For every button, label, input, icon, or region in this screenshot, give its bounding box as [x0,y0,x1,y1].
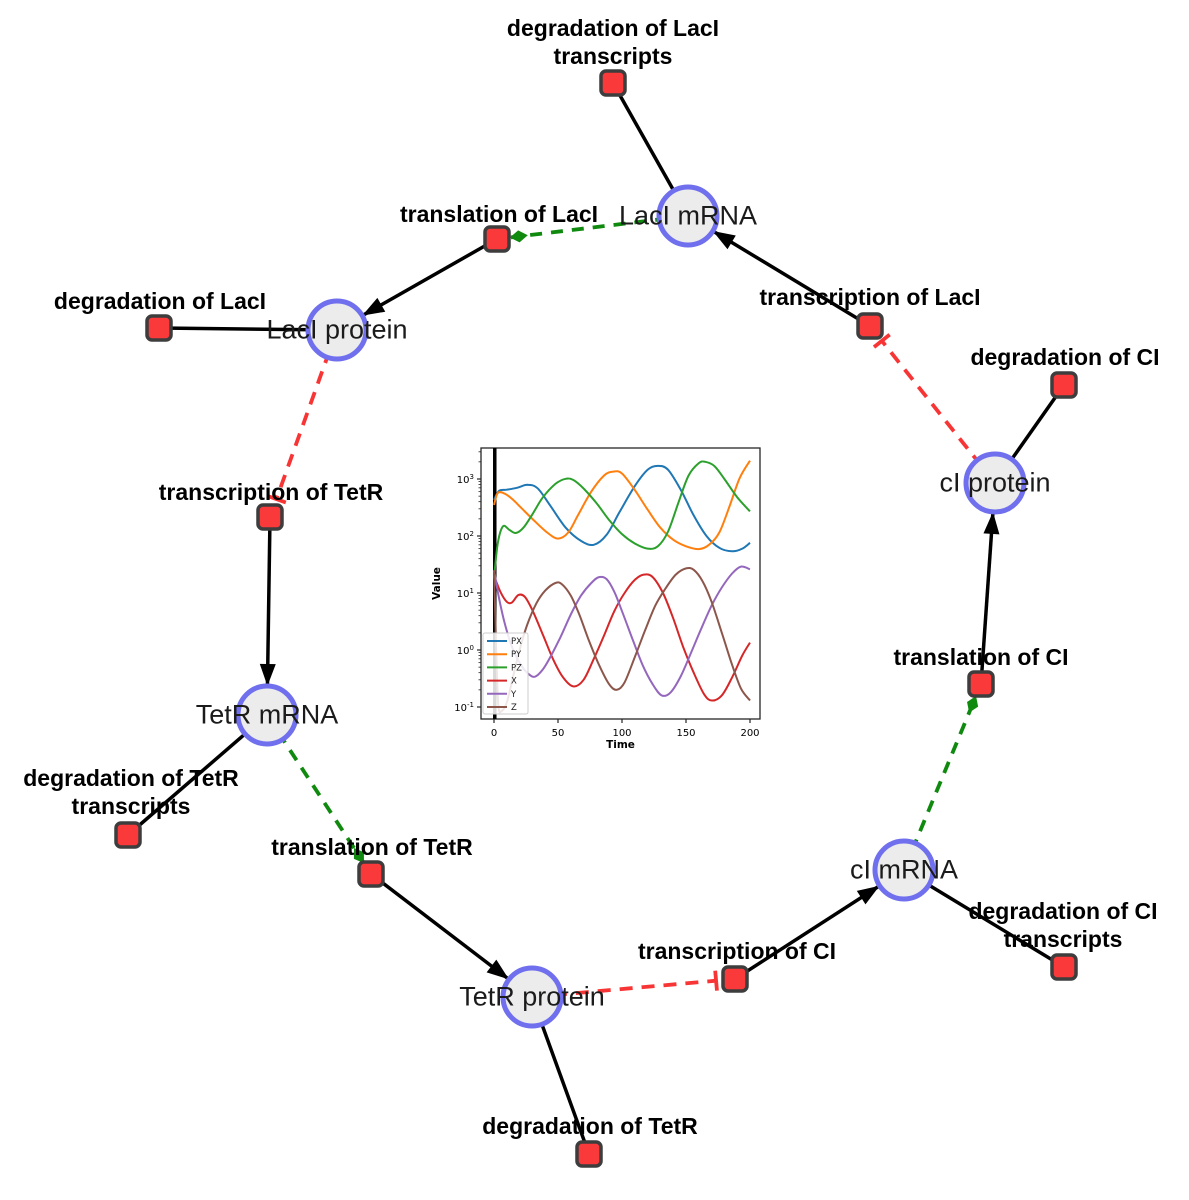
plot-frame [480,447,761,720]
legend-label-X: X [511,677,517,687]
species-node-tetr-protein [500,965,564,1029]
x-tick-label: 50 [552,728,565,739]
plot-legend: PX PY PZ XYZ [482,632,529,715]
reaction-node-deg-tetr [575,1140,603,1168]
reaction-node-deg-laci [145,314,173,342]
reaction-node-translation-tetr [357,860,385,888]
species-node-laci-mrna [656,184,720,248]
reaction-node-deg-laci-transcripts [599,69,627,97]
y-axis-label: Value [431,567,443,600]
species-node-ci-mrna [872,838,936,902]
x-axis-label: Time [606,739,635,751]
legend-label-Y: Y [510,690,517,700]
legend-label-Z: Z [511,703,517,713]
reaction-node-deg-ci [1050,371,1078,399]
edge-production-transcription-ci-to-ci-mrna [734,884,880,981]
edge-production-translation-laci-to-laci-protein [362,237,498,317]
series-line-PX [493,464,751,553]
species-node-laci-protein [305,298,369,362]
edge-production-translation-ci-to-ci-protein [979,511,1000,685]
reaction-node-transcription-ci [721,965,749,993]
reaction-node-deg-ci-transcripts [1050,953,1078,981]
series-line-PZ [493,460,751,579]
legend-label-PX: PX [511,637,522,647]
reaction-node-deg-tetr-transcripts [114,821,142,849]
x-tick-label: 0 [491,728,497,739]
series-line-X [493,573,751,702]
x-tick-label: 200 [740,728,759,739]
legend-label-PZ: PZ [511,663,522,673]
reaction-node-transcription-laci [856,312,884,340]
series-line-PY [493,460,751,551]
edge-production-transcription-laci-to-laci-mrna [712,230,871,328]
x-tick-label: 100 [612,728,631,739]
reaction-node-translation-laci [483,225,511,253]
x-tick-label: 150 [676,728,695,739]
reaction-node-transcription-tetr [256,503,284,531]
species-node-tetr-mrna [235,683,299,747]
reaction-node-translation-ci [967,670,995,698]
edge-production-translation-tetr-to-tetr-protein [369,872,510,981]
edge-production-transcription-tetr-to-tetr-mrna [259,516,276,687]
species-node-ci-protein [963,451,1027,515]
legend-label-PY: PY [511,650,522,660]
